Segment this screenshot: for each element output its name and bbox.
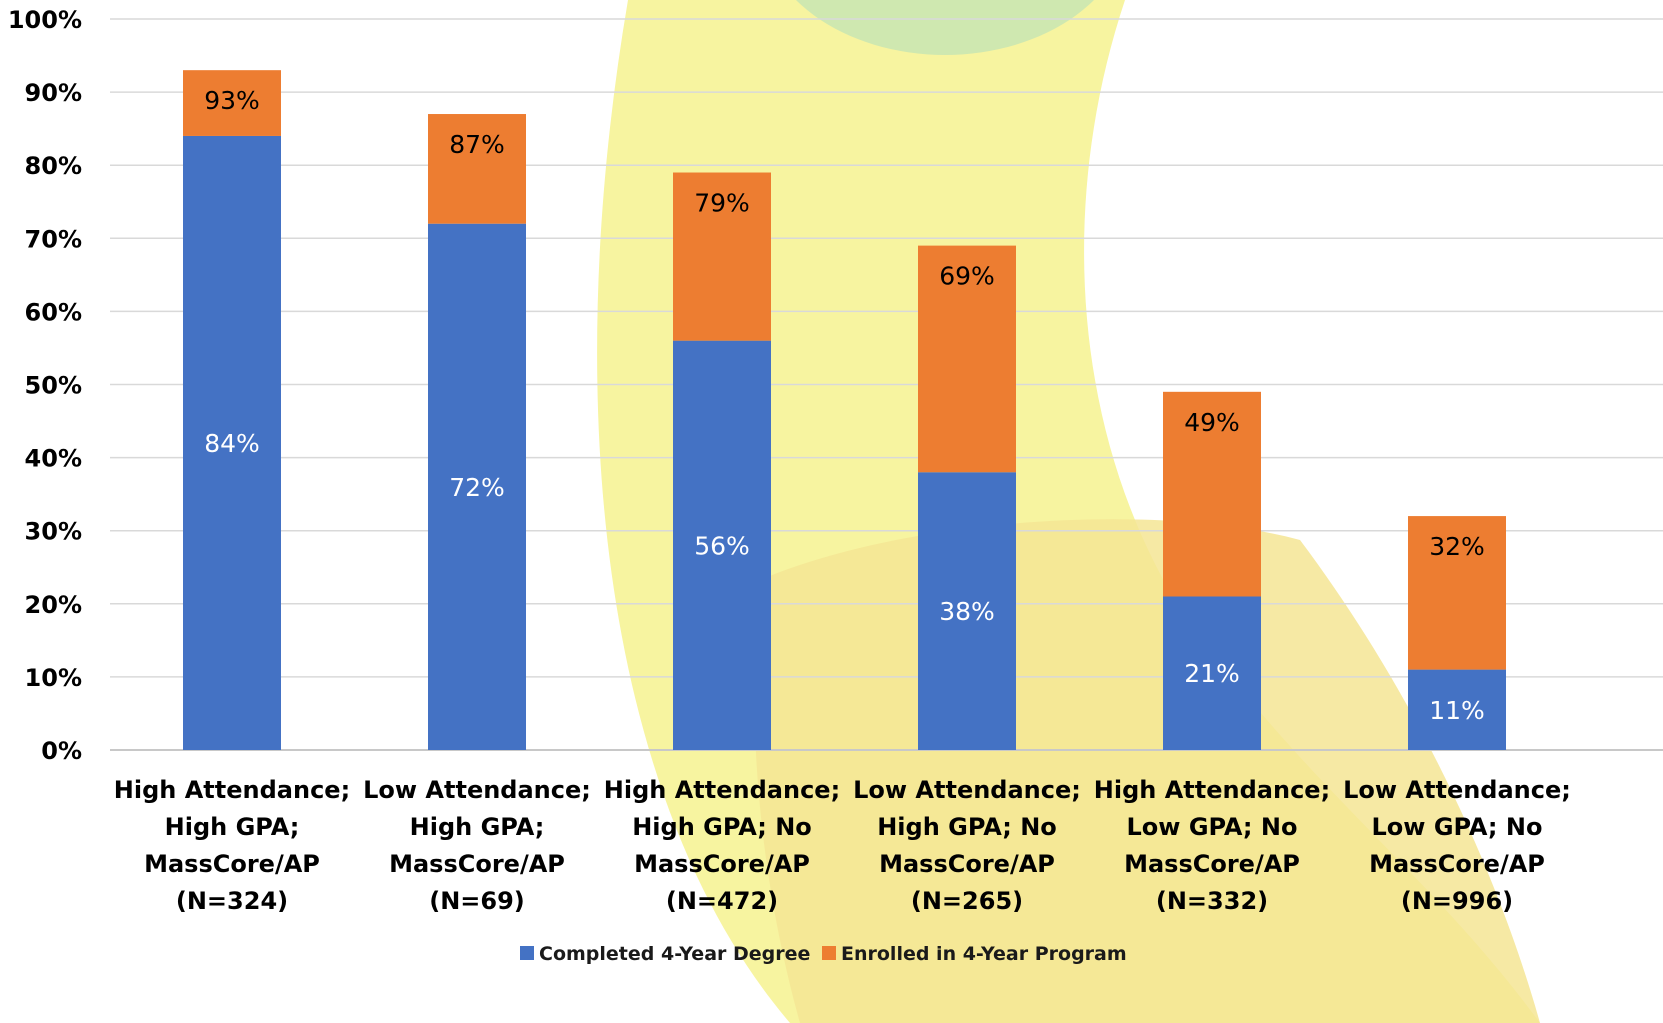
bar-enrolled <box>428 114 526 224</box>
bars <box>183 70 1506 750</box>
data-label-completed: 11% <box>1429 696 1485 725</box>
legend-item-enrolled: Enrolled in 4-Year Program <box>822 943 1127 965</box>
data-label-enrolled: 49% <box>1184 408 1240 437</box>
data-label-enrolled: 93% <box>204 86 260 115</box>
data-label-completed: 84% <box>204 429 260 458</box>
data-label-completed: 21% <box>1184 659 1240 688</box>
x-category-label: Low Attendance; Low GPA; No MassCore/AP (N=… <box>1343 776 1571 915</box>
x-category-label: High Attendance; High GPA; No MassCore/AP(… <box>604 776 840 915</box>
x-category-label: High Attendance; Low GPA; No MassCore/AP (N… <box>1094 776 1330 915</box>
x-category-label: Low Attendance; High GPA; No MassCore/AP (N… <box>853 776 1081 915</box>
data-label-enrolled: 79% <box>694 189 750 218</box>
y-tick-label: 0% <box>41 737 82 765</box>
data-label-enrolled: 69% <box>939 262 995 291</box>
y-tick-label: 10% <box>25 664 82 692</box>
bar-completed <box>918 472 1016 750</box>
y-tick-label: 80% <box>25 152 82 180</box>
x-axis-categories: High Attendance; High GPA; MassCore/AP (N=3… <box>114 776 1571 915</box>
data-label-enrolled: 87% <box>449 130 505 159</box>
data-labels: 84% 93% 72% 87% 56% 79% 38% 69% 21% 49% 11% 32% <box>204 86 1485 725</box>
data-label-completed: 56% <box>694 531 750 560</box>
y-tick-label: 50% <box>25 372 82 400</box>
legend-item-completed: Completed 4-Year Degree <box>520 943 810 965</box>
bar-enrolled <box>1408 516 1506 670</box>
legend-label: Completed 4-Year Degree <box>539 943 810 965</box>
bar-enrolled <box>918 245 1016 473</box>
bar-enrolled <box>673 172 771 341</box>
y-tick-label: 100% <box>8 6 82 34</box>
legend-label: Enrolled in 4-Year Program <box>841 943 1127 965</box>
x-category-label: Low Attendance; High GPA; MassCore/AP (N=69… <box>363 776 591 915</box>
y-axis-ticks: 0% 10% 20% 30% 40% 50% 60% 70% 80% 90% 100% <box>8 6 82 765</box>
bar-enrolled <box>183 70 281 136</box>
y-tick-label: 60% <box>25 298 82 326</box>
background-green-circle <box>796 0 1094 55</box>
y-tick-label: 40% <box>25 445 82 473</box>
bar-completed <box>428 223 526 750</box>
legend-swatch <box>822 946 836 960</box>
data-label-completed: 38% <box>939 597 995 626</box>
x-category-label: High Attendance; High GPA; MassCore/AP (N=3… <box>114 776 350 915</box>
legend-swatch <box>520 946 534 960</box>
y-tick-label: 30% <box>25 518 82 546</box>
y-tick-label: 90% <box>25 79 82 107</box>
bar-enrolled <box>1163 391 1261 597</box>
y-tick-label: 20% <box>25 591 82 619</box>
bar-completed <box>1408 669 1506 750</box>
bar-completed <box>673 340 771 750</box>
data-label-completed: 72% <box>449 473 505 502</box>
bar-completed <box>183 135 281 750</box>
gridlines <box>110 18 1663 751</box>
data-label-enrolled: 32% <box>1429 532 1485 561</box>
y-tick-label: 70% <box>25 225 82 253</box>
legend: Completed 4-Year Degree Enrolled in 4-Yea… <box>520 943 1127 965</box>
bar-completed <box>1163 596 1261 750</box>
